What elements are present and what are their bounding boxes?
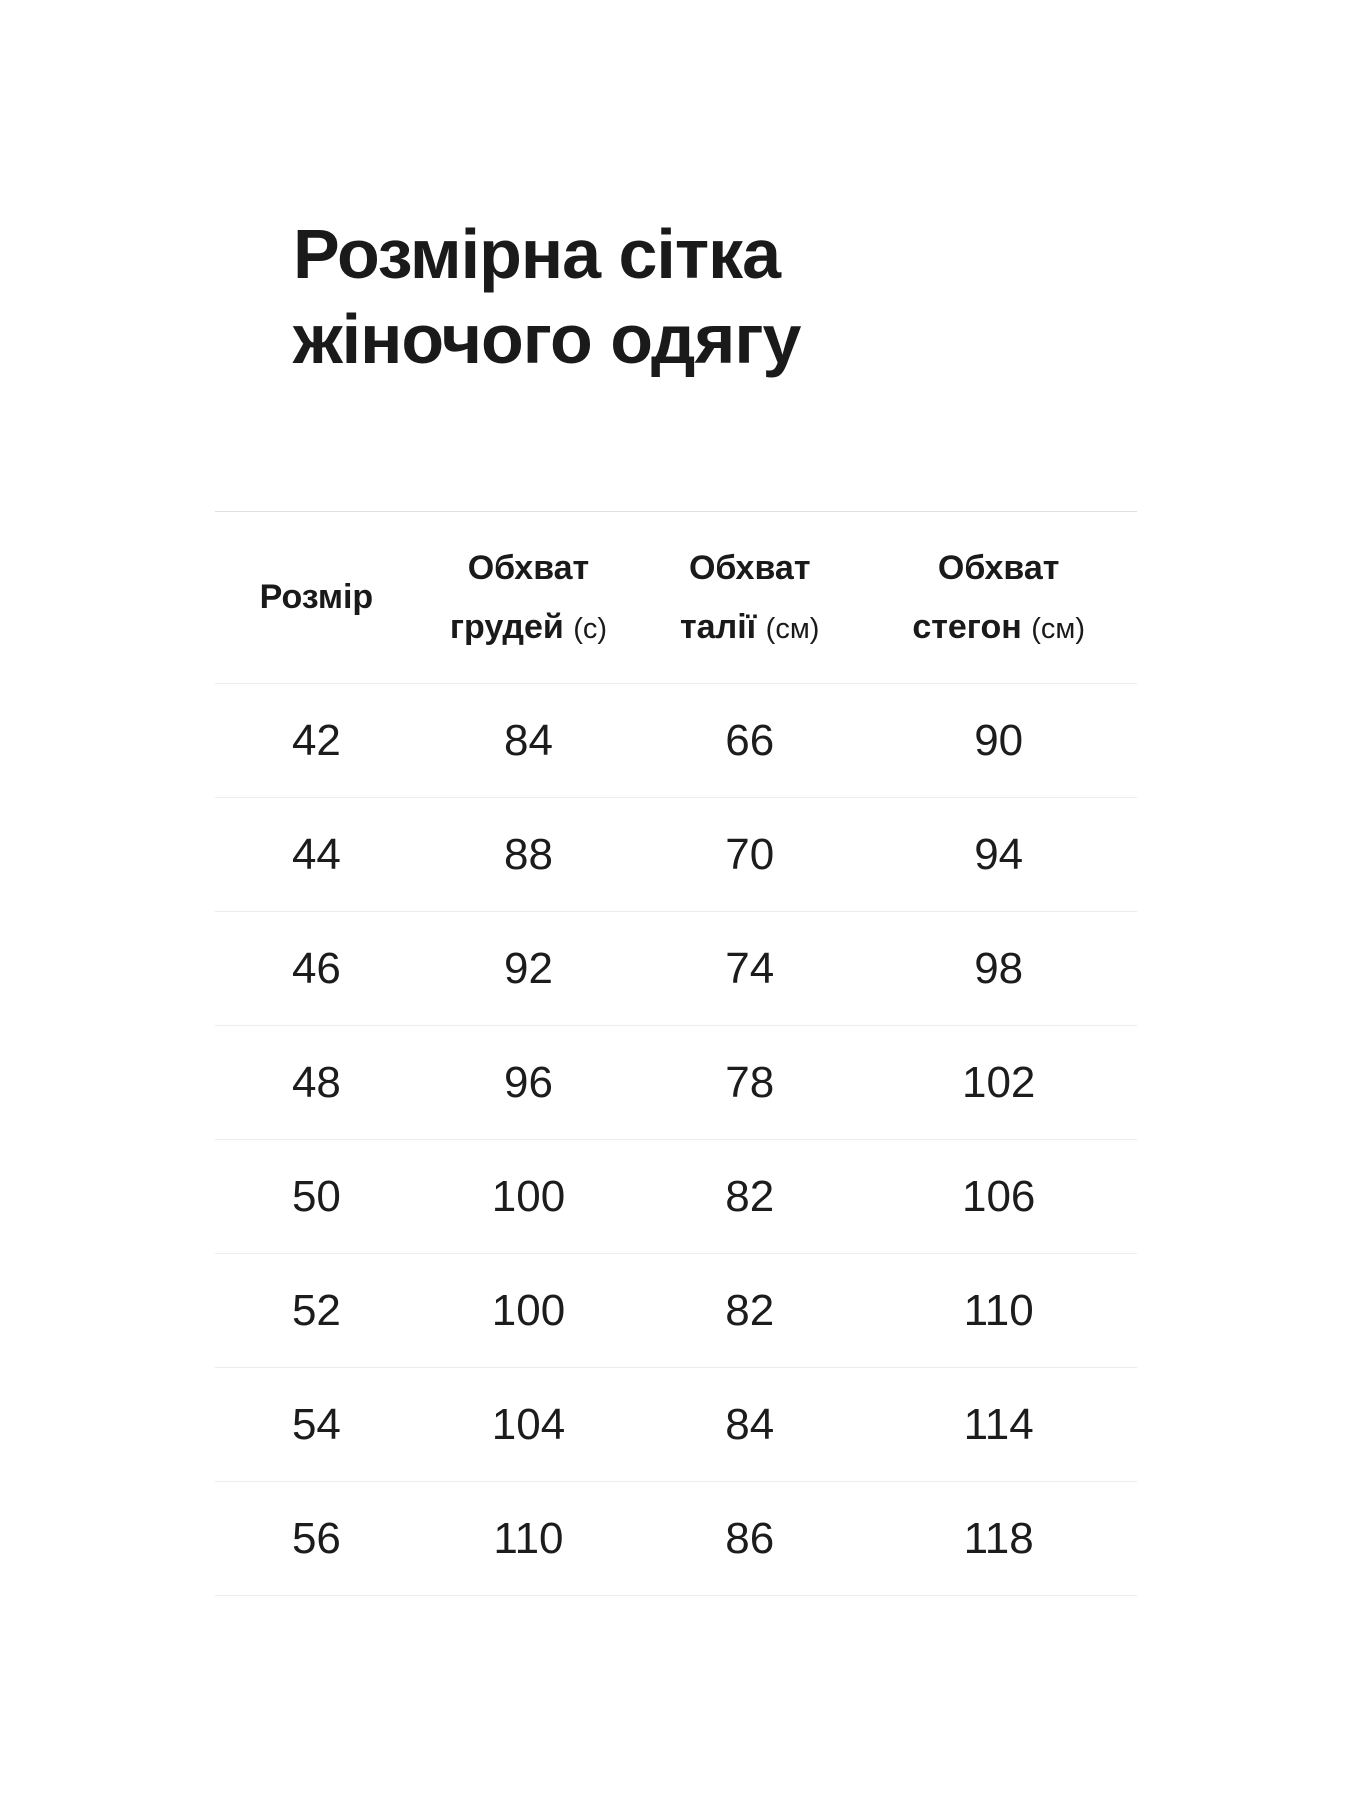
cell-hips: 94 [860, 797, 1137, 912]
cell-size: 44 [215, 797, 418, 912]
cell-size: 56 [215, 1481, 418, 1596]
col-header-hips-word: стегон [912, 607, 1022, 646]
cell-chest: 100 [417, 1253, 640, 1368]
cell-chest: 92 [417, 911, 640, 1026]
cell-waist: 66 [639, 683, 861, 798]
cell-waist: 70 [639, 797, 861, 912]
table-row: 48 96 78 102 [215, 1025, 1137, 1140]
page-title: Розмірна сітка жіночого одягу [293, 212, 801, 383]
cell-size: 46 [215, 911, 418, 1026]
size-table-body: 42 84 66 90 44 88 70 94 46 92 74 98 [215, 683, 1137, 1596]
table-row: 56 110 86 118 [215, 1481, 1137, 1596]
col-header-chest-word: грудей [449, 607, 564, 646]
header-row: Розмір Обхват грудей (с) Обхват талії (с… [215, 511, 1137, 684]
cell-waist: 86 [639, 1481, 861, 1596]
col-header-waist-line1: Обхват [688, 549, 811, 588]
page-title-line-2: жіночого одягу [293, 300, 801, 379]
cell-size: 50 [215, 1139, 418, 1254]
table-row: 54 104 84 114 [215, 1367, 1137, 1482]
col-header-hips: Обхват стегон (см) [860, 511, 1137, 684]
size-table-container: Розмір Обхват грудей (с) Обхват талії (с… [215, 511, 1137, 1596]
cell-chest: 84 [417, 683, 640, 798]
col-header-hips-line1: Обхват [937, 549, 1060, 588]
cell-chest: 110 [417, 1481, 640, 1596]
cell-chest: 100 [417, 1139, 640, 1254]
cell-hips: 118 [860, 1481, 1137, 1596]
cell-chest: 88 [417, 797, 640, 912]
cell-waist: 74 [639, 911, 861, 1026]
cell-hips: 90 [860, 683, 1137, 798]
cell-hips: 102 [860, 1025, 1137, 1140]
cell-hips: 98 [860, 911, 1137, 1026]
col-header-waist-unit: (см) [765, 612, 820, 645]
page-title-line-1: Розмірна сітка [293, 215, 781, 293]
table-row: 50 100 82 106 [215, 1139, 1137, 1254]
cell-waist: 78 [639, 1025, 861, 1140]
col-header-chest: Обхват грудей (с) [417, 511, 640, 684]
col-header-size: Розмір [215, 511, 418, 684]
cell-hips: 110 [860, 1253, 1137, 1368]
size-table-header: Розмір Обхват грудей (с) Обхват талії (с… [215, 511, 1137, 684]
size-table: Розмір Обхват грудей (с) Обхват талії (с… [215, 511, 1137, 1596]
col-header-chest-unit: (с) [573, 612, 608, 645]
cell-waist: 84 [639, 1367, 861, 1482]
col-header-waist: Обхват талії (см) [639, 511, 861, 684]
col-header-waist-word: талії [680, 607, 757, 646]
cell-waist: 82 [639, 1253, 861, 1368]
col-header-hips-line2: стегон (см) [860, 598, 1137, 656]
col-header-chest-line2: грудей (с) [418, 598, 639, 656]
table-row: 52 100 82 110 [215, 1253, 1137, 1368]
cell-hips: 114 [860, 1367, 1137, 1482]
cell-hips: 106 [860, 1139, 1137, 1254]
col-header-hips-unit: (см) [1031, 612, 1086, 645]
col-header-chest-line1: Обхват [467, 549, 590, 588]
col-header-size-label: Розмір [259, 578, 374, 617]
col-header-waist-line2: талії (см) [639, 598, 860, 656]
table-row: 46 92 74 98 [215, 911, 1137, 1026]
table-row: 44 88 70 94 [215, 797, 1137, 912]
cell-chest: 104 [417, 1367, 640, 1482]
cell-size: 42 [215, 683, 418, 798]
cell-size: 52 [215, 1253, 418, 1368]
table-row: 42 84 66 90 [215, 683, 1137, 798]
cell-waist: 82 [639, 1139, 861, 1254]
cell-size: 54 [215, 1367, 418, 1482]
cell-size: 48 [215, 1025, 418, 1140]
cell-chest: 96 [417, 1025, 640, 1140]
